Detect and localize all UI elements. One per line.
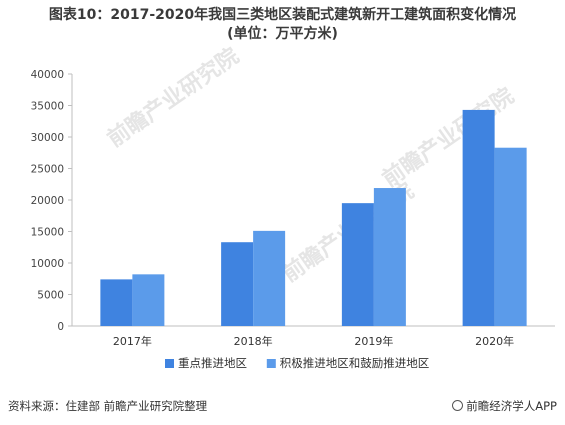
legend-label-1: 重点推进地区 — [178, 356, 247, 370]
brand-text: 前瞻经济学人APP — [466, 399, 557, 413]
bar-1-2 — [221, 242, 254, 326]
legend-swatch-1 — [165, 359, 174, 368]
chart-title-line2: (单位：万平方米) — [227, 26, 338, 42]
y-tick-label: 20000 — [31, 195, 64, 207]
brand-label: 前瞻经济学人APP — [452, 398, 557, 414]
y-tick-label: 40000 — [31, 69, 64, 81]
x-tick-label: 2020年 — [475, 334, 514, 348]
legend-swatch-2 — [266, 359, 276, 368]
x-tick-label: 2019年 — [354, 334, 393, 348]
bar-2-2 — [253, 230, 286, 326]
chart-title: 图表10：2017-2020年我国三类地区装配式建筑新开工建筑面积变化情况 (单… — [0, 6, 565, 44]
bar-1-4 — [462, 109, 495, 326]
legend-label-2: 积极推进地区和鼓励推进地区 — [280, 356, 430, 370]
y-tick-label: 5000 — [37, 290, 64, 302]
x-tick-label: 2018年 — [234, 334, 273, 348]
y-tick-label: 15000 — [31, 227, 64, 239]
chart-title-line1: 图表10：2017-2020年我国三类地区装配式建筑新开工建筑面积变化情况 — [48, 7, 517, 23]
brand-logo-icon — [452, 400, 464, 411]
y-tick-label: 30000 — [31, 132, 64, 144]
y-tick-label: 0 — [57, 321, 64, 333]
source-note: 资料来源：住建部 前瞻产业研究院整理 — [8, 399, 208, 413]
bar-2-3 — [373, 188, 406, 326]
y-tick-label: 35000 — [31, 101, 64, 113]
bar-2-1 — [132, 274, 165, 326]
bar-1-3 — [341, 203, 374, 326]
bar-2-4 — [494, 147, 527, 326]
bar-1-1 — [100, 279, 133, 326]
y-tick-label: 10000 — [31, 258, 64, 270]
x-tick-label: 2017年 — [113, 334, 152, 348]
y-tick-label: 25000 — [31, 164, 64, 176]
